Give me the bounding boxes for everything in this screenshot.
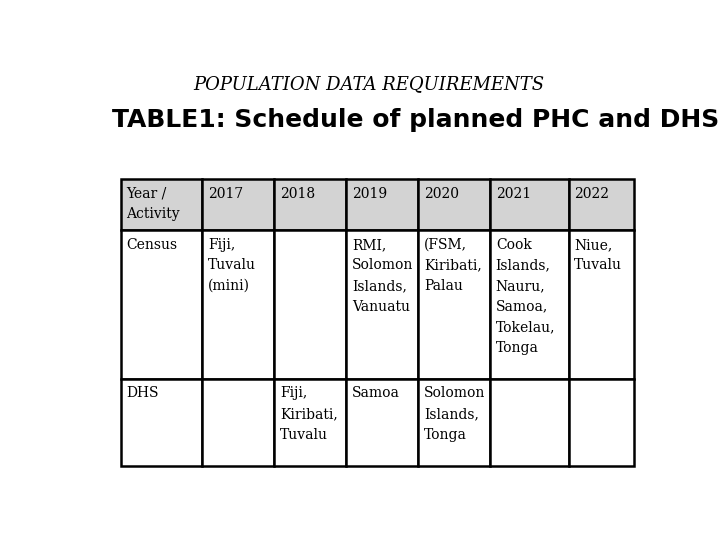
Text: Cook
Islands,
Nauru,
Samoa,
Tokelau,
Tonga: Cook Islands, Nauru, Samoa, Tokelau, Ton… bbox=[496, 238, 555, 355]
Bar bbox=[121, 179, 202, 231]
Bar bbox=[121, 231, 202, 379]
Bar bbox=[274, 379, 346, 466]
Text: TABLE1: Schedule of planned PHC and DHS – 2017-2022: TABLE1: Schedule of planned PHC and DHS … bbox=[112, 109, 720, 132]
Text: 2022: 2022 bbox=[575, 187, 609, 201]
Bar bbox=[121, 379, 202, 466]
Text: 2020: 2020 bbox=[424, 187, 459, 201]
Bar bbox=[202, 179, 274, 231]
Bar bbox=[346, 231, 418, 379]
Bar bbox=[569, 179, 634, 231]
Text: 2021: 2021 bbox=[496, 187, 531, 201]
Bar bbox=[490, 231, 569, 379]
Text: Fiji,
Tuvalu
(mini): Fiji, Tuvalu (mini) bbox=[208, 238, 256, 293]
Bar bbox=[274, 231, 346, 379]
Bar bbox=[418, 179, 490, 231]
Bar bbox=[569, 231, 634, 379]
Text: RMI,
Solomon
Islands,
Vanuatu: RMI, Solomon Islands, Vanuatu bbox=[352, 238, 413, 314]
Bar bbox=[490, 379, 569, 466]
Bar bbox=[346, 379, 418, 466]
Bar bbox=[418, 231, 490, 379]
Bar bbox=[490, 179, 569, 231]
Bar bbox=[274, 179, 346, 231]
Text: Fiji,
Kiribati,
Tuvalu: Fiji, Kiribati, Tuvalu bbox=[280, 387, 338, 442]
Bar bbox=[346, 179, 418, 231]
Text: 2017: 2017 bbox=[208, 187, 243, 201]
Text: Year /
Activity: Year / Activity bbox=[126, 187, 180, 221]
Bar bbox=[569, 379, 634, 466]
Text: 2019: 2019 bbox=[352, 187, 387, 201]
Text: Solomon
Islands,
Tonga: Solomon Islands, Tonga bbox=[424, 387, 485, 442]
Bar bbox=[202, 379, 274, 466]
Text: 2018: 2018 bbox=[280, 187, 315, 201]
Text: DHS: DHS bbox=[126, 387, 159, 401]
Text: Census: Census bbox=[126, 238, 177, 252]
Bar bbox=[202, 231, 274, 379]
Bar bbox=[418, 379, 490, 466]
Text: (FSM,
Kiribati,
Palau: (FSM, Kiribati, Palau bbox=[424, 238, 482, 293]
Text: Niue,
Tuvalu: Niue, Tuvalu bbox=[575, 238, 622, 273]
Text: POPULATION DATA REQUIREMENTS: POPULATION DATA REQUIREMENTS bbox=[194, 75, 544, 93]
Text: Samoa: Samoa bbox=[352, 387, 400, 401]
